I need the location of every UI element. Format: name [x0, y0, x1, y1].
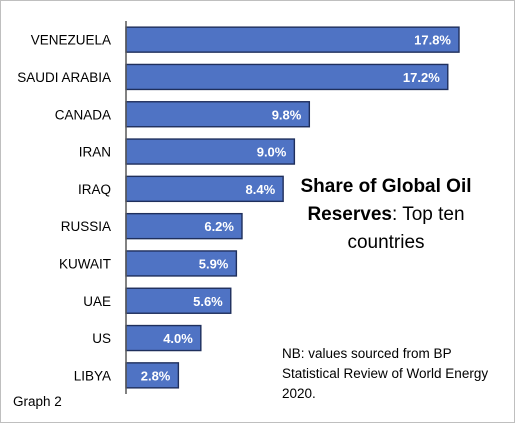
data-label: 5.6% [193, 294, 223, 309]
data-label: 2.8% [141, 368, 171, 383]
figure-label: Graph 2 [13, 394, 62, 409]
bar [125, 26, 460, 53]
category-label: US [92, 331, 111, 346]
chart-title-bold: Share of Global Oil Reserves [300, 176, 472, 225]
bar [125, 212, 243, 240]
data-label: 17.8% [414, 33, 451, 48]
data-label: 5.9% [199, 256, 229, 271]
category-label: RUSSIA [61, 219, 111, 234]
bar [125, 138, 296, 165]
category-label: SAUDI ARABIA [17, 70, 111, 85]
bar [125, 175, 284, 203]
bar [125, 287, 232, 314]
data-label: 6.2% [204, 219, 234, 234]
category-label: IRAQ [78, 182, 111, 197]
bar [125, 250, 238, 277]
category-label: IRAN [79, 145, 111, 160]
data-label: 4.0% [163, 331, 193, 346]
category-label: CANADA [55, 107, 111, 122]
category-label: LIBYA [74, 368, 111, 383]
data-label: 8.4% [246, 182, 276, 197]
bar [125, 63, 449, 91]
bar [125, 362, 180, 389]
source-note: NB: values sourced from BP Statistical R… [282, 346, 489, 401]
data-label: 17.2% [403, 70, 440, 85]
chart-title-rest: : Top ten countries [347, 204, 465, 253]
data-label: 9.8% [272, 107, 302, 122]
data-label: 9.0% [257, 145, 287, 160]
chart-title: Share of Global Oil Reserves: Top ten co… [297, 173, 475, 257]
category-label: KUWAIT [59, 256, 111, 271]
bar [125, 324, 202, 352]
category-label: VENEZUELA [31, 33, 111, 48]
category-label: UAE [83, 294, 111, 309]
